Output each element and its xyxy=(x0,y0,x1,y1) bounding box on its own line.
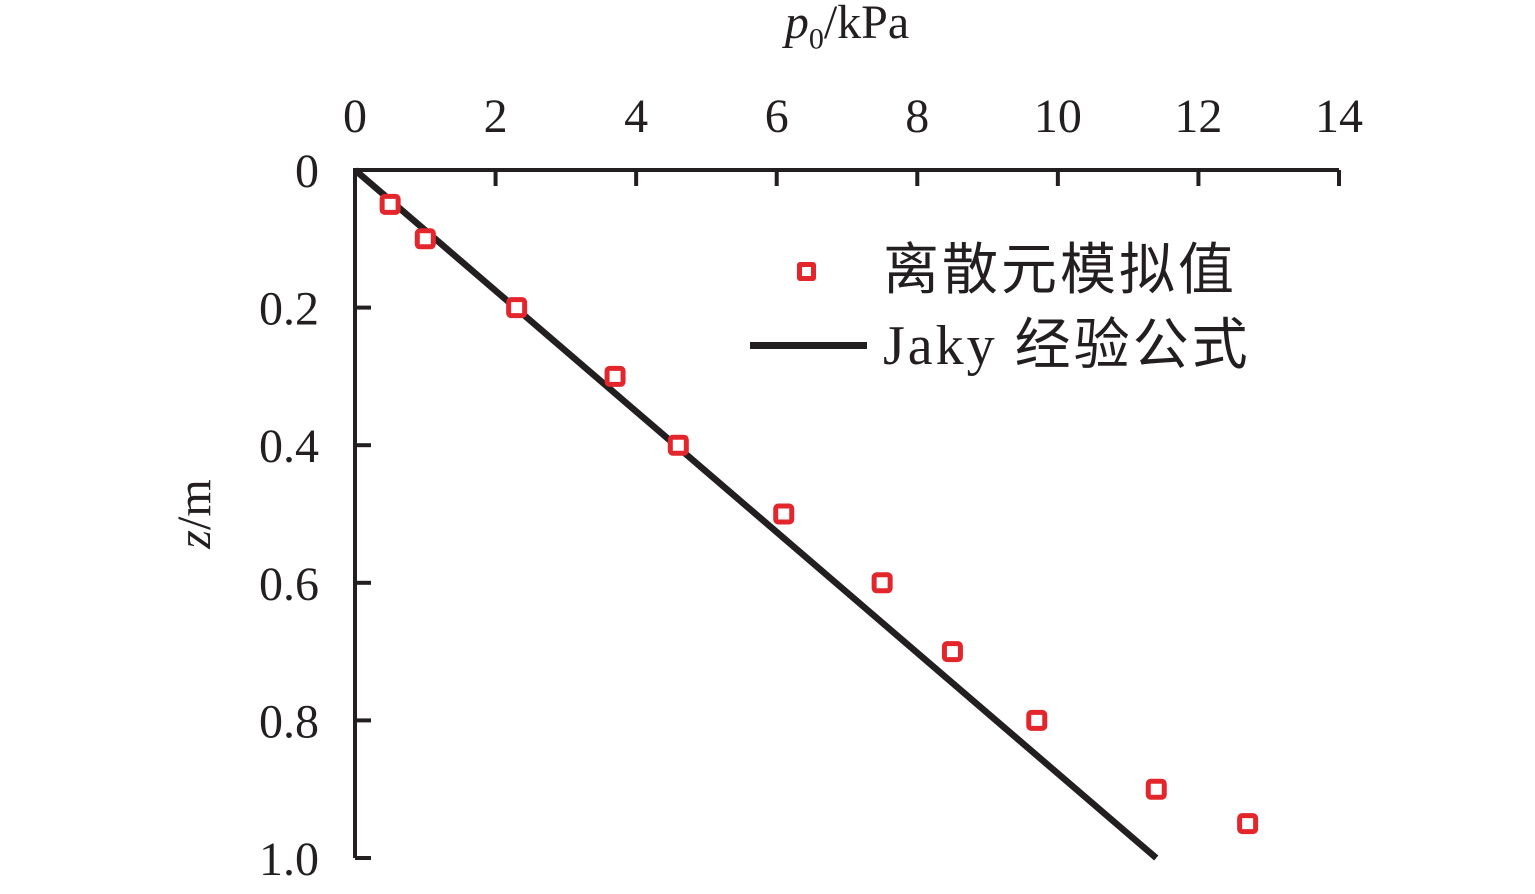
data-point-marker xyxy=(667,434,689,456)
y-tick-label: 0 xyxy=(295,145,319,198)
x-axis-title: p0/kPa xyxy=(355,0,1339,67)
data-point-marker xyxy=(871,572,893,594)
data-point-marker xyxy=(773,503,795,525)
y-tick-label: 1.0 xyxy=(259,833,319,886)
legend-label-jaky: Jaky 经验公式 xyxy=(883,315,1251,377)
legend-label-simulation: 离散元模拟值 xyxy=(883,240,1237,302)
data-point-marker xyxy=(506,297,528,319)
open-square-marker-icon xyxy=(797,262,816,281)
y-tick-label: 0.2 xyxy=(259,283,319,336)
x-tick-label: 6 xyxy=(765,90,789,143)
x-tick-label: 0 xyxy=(343,90,367,143)
data-point-marker xyxy=(1145,778,1167,800)
data-point-marker xyxy=(379,193,401,215)
x-tick-label: 2 xyxy=(484,90,508,143)
x-axis-symbol: p xyxy=(784,0,809,49)
data-point-marker xyxy=(414,228,436,250)
data-point-marker xyxy=(604,365,626,387)
x-tick-label: 12 xyxy=(1174,90,1222,143)
x-tick-label: 14 xyxy=(1315,90,1363,143)
x-tick-label: 8 xyxy=(905,90,929,143)
x-tick-label: 10 xyxy=(1034,90,1082,143)
x-axis-subscript: 0 xyxy=(808,22,824,56)
data-point-marker xyxy=(1237,813,1259,835)
line-swatch-icon xyxy=(750,342,867,349)
y-tick-label: 0.6 xyxy=(259,558,319,611)
x-tick-label: 4 xyxy=(624,90,648,143)
x-axis-unit: /kPa xyxy=(823,0,910,49)
y-tick-label: 0.8 xyxy=(259,695,319,748)
jaky-line xyxy=(352,167,1159,861)
data-point-marker xyxy=(941,641,963,663)
y-tick-label: 0.4 xyxy=(259,420,319,473)
data-point-marker xyxy=(1026,709,1048,731)
